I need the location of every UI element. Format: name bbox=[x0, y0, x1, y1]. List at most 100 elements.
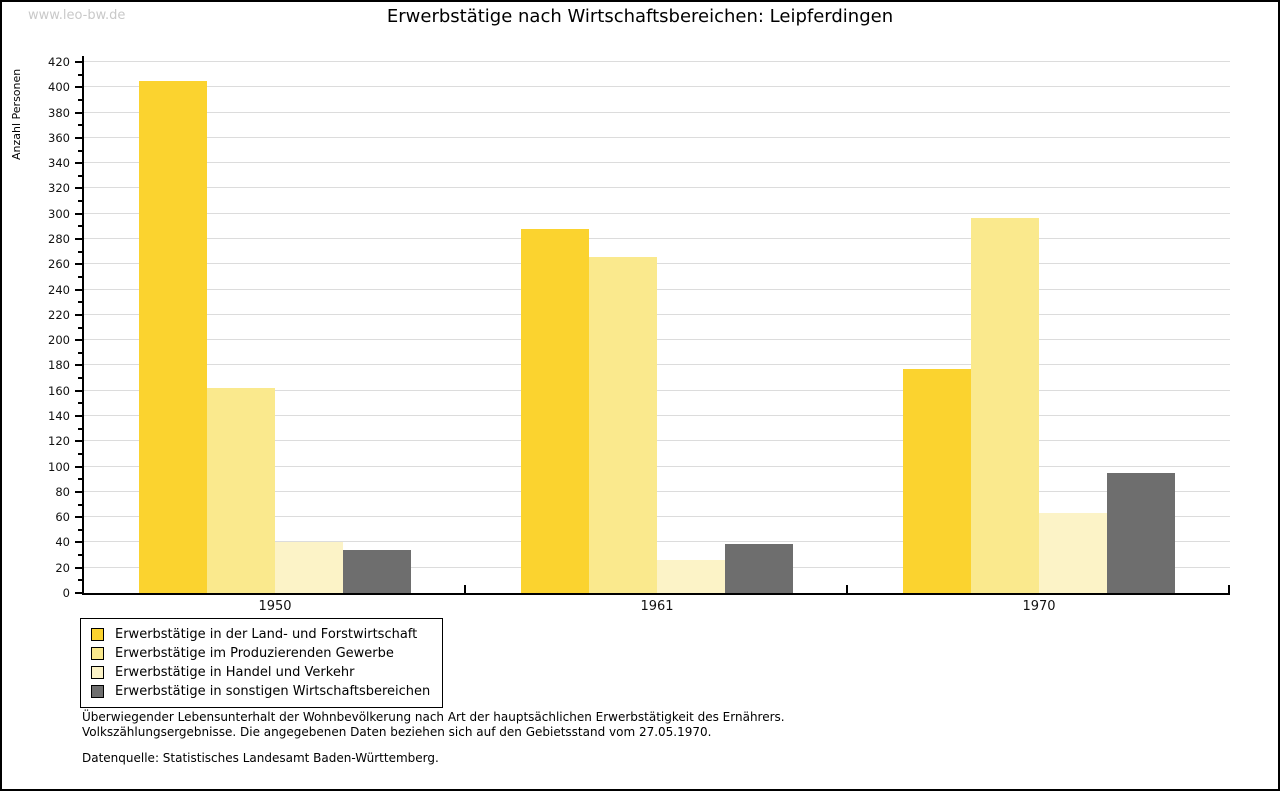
y-minor-tick bbox=[78, 250, 82, 253]
y-tick bbox=[75, 541, 82, 544]
y-minor-tick bbox=[78, 200, 82, 203]
x-tick-label: 1961 bbox=[640, 599, 674, 614]
gridline bbox=[84, 389, 1230, 391]
legend-swatch bbox=[91, 647, 104, 660]
y-tick bbox=[75, 490, 82, 493]
legend-swatch bbox=[91, 628, 104, 641]
gridline bbox=[84, 313, 1230, 315]
legend-swatch bbox=[91, 666, 104, 679]
footnote-line-2: Volkszählungsergebnisse. Die angegebenen… bbox=[82, 724, 712, 739]
y-tick-label: 320 bbox=[48, 181, 70, 196]
y-axis-line bbox=[82, 56, 84, 593]
y-tick bbox=[75, 415, 82, 417]
bar-1961-series3 bbox=[657, 560, 725, 593]
y-minor-tick bbox=[78, 124, 82, 127]
y-minor-tick bbox=[78, 528, 82, 531]
y-tick-label: 60 bbox=[55, 510, 70, 525]
y-tick bbox=[75, 389, 82, 392]
legend-item: Erwerbstätige in der Land- und Forstwirt… bbox=[91, 625, 430, 644]
legend-label: Erwerbstätige in Handel und Verkehr bbox=[115, 665, 355, 680]
y-tick-label: 140 bbox=[48, 409, 70, 423]
y-minor-tick bbox=[78, 225, 82, 228]
y-tick-label: 420 bbox=[48, 55, 70, 69]
y-tick bbox=[75, 364, 82, 367]
y-minor-tick bbox=[78, 351, 82, 354]
y-tick bbox=[75, 516, 82, 519]
y-tick bbox=[75, 263, 82, 266]
y-tick-label: 340 bbox=[48, 156, 70, 171]
y-tick-label: 0 bbox=[62, 586, 70, 600]
x-boundary-tick bbox=[1228, 585, 1230, 593]
y-tick-label: 80 bbox=[55, 484, 70, 499]
y-tick-label: 40 bbox=[55, 535, 70, 550]
y-tick bbox=[75, 339, 82, 342]
y-tick bbox=[75, 111, 82, 114]
plot-area: 0 20 40 60 80 100 120 140 160 180 200 220 240 260 280 3… bbox=[48, 55, 1230, 614]
y-tick bbox=[75, 566, 82, 569]
legend-swatch bbox=[91, 685, 104, 698]
bar-1961-series1 bbox=[521, 228, 589, 593]
gridline bbox=[84, 187, 1230, 189]
gridline bbox=[84, 490, 1230, 492]
bar-1950-series2 bbox=[207, 388, 275, 593]
gridline bbox=[84, 440, 1230, 442]
x-tick-label: 1970 bbox=[1022, 599, 1056, 614]
legend-label: Erwerbstätige im Produzierenden Gewerbe bbox=[115, 646, 394, 661]
legend: Erwerbstätige in der Land- und Forstwirt… bbox=[80, 618, 444, 708]
y-minor-tick bbox=[78, 503, 82, 506]
y-tick bbox=[75, 440, 82, 443]
y-tick bbox=[75, 162, 82, 165]
bar-1950-series1 bbox=[139, 80, 207, 593]
y-minor-tick bbox=[78, 452, 82, 455]
y-tick bbox=[75, 187, 82, 190]
gridline bbox=[84, 212, 1230, 214]
x-boundary-tick bbox=[846, 585, 848, 593]
y-tick-label: 240 bbox=[48, 282, 70, 297]
footnote-line-1: Überwiegender Lebensunterhalt der Wohnbe… bbox=[82, 710, 785, 724]
y-minor-tick bbox=[78, 275, 82, 278]
bar-1950-series3 bbox=[275, 542, 343, 593]
legend-item: Erwerbstätige in sonstigen Wirtschaftsbe… bbox=[91, 682, 430, 701]
bar-1970-series2 bbox=[971, 217, 1039, 593]
watermark: www.leo-bw.de bbox=[28, 8, 126, 23]
y-minor-tick bbox=[78, 98, 82, 101]
gridline bbox=[84, 516, 1230, 518]
gridline bbox=[84, 162, 1230, 164]
gridline bbox=[84, 465, 1230, 467]
y-minor-tick bbox=[78, 554, 82, 557]
data-source: Datenquelle: Statistisches Landesamt Bad… bbox=[82, 751, 439, 765]
y-tick-label: 20 bbox=[55, 560, 70, 575]
bar-1961-series4 bbox=[725, 543, 793, 593]
legend-item: Erwerbstätige im Produzierenden Gewerbe bbox=[91, 644, 430, 663]
y-tick bbox=[75, 313, 82, 316]
y-tick bbox=[75, 136, 82, 139]
gridline bbox=[84, 111, 1230, 113]
legend-label: Erwerbstätige in sonstigen Wirtschaftsbe… bbox=[115, 684, 431, 699]
gridline bbox=[84, 288, 1230, 290]
y-tick-label: 260 bbox=[48, 257, 70, 272]
y-minor-tick bbox=[78, 174, 82, 177]
y-tick bbox=[75, 465, 82, 468]
y-minor-tick bbox=[78, 377, 82, 380]
y-minor-tick bbox=[78, 579, 82, 582]
gridline bbox=[84, 415, 1230, 416]
x-axis-line bbox=[82, 593, 1230, 595]
gridline bbox=[84, 541, 1230, 543]
y-tick-label: 360 bbox=[48, 130, 70, 145]
y-minor-tick bbox=[78, 478, 82, 481]
gridline bbox=[84, 136, 1230, 138]
y-tick-label: 180 bbox=[48, 358, 70, 373]
y-tick-label: 400 bbox=[48, 80, 70, 95]
y-minor-tick bbox=[78, 301, 82, 304]
gridline bbox=[84, 61, 1230, 62]
chart-title: Erwerbstätige nach Wirtschaftsbereichen:… bbox=[386, 6, 894, 27]
legend-label: Erwerbstätige in der Land- und Forstwirt… bbox=[115, 627, 418, 642]
bar-1950-series4 bbox=[343, 550, 411, 593]
y-tick-label: 160 bbox=[48, 383, 70, 398]
y-tick bbox=[75, 61, 82, 63]
footnotes: Überwiegender Lebensunterhalt der Wohnbe… bbox=[82, 710, 785, 739]
y-tick-label: 280 bbox=[48, 232, 70, 246]
x-tick-label: 1950 bbox=[258, 599, 292, 614]
bar-1970-series1 bbox=[903, 369, 971, 593]
